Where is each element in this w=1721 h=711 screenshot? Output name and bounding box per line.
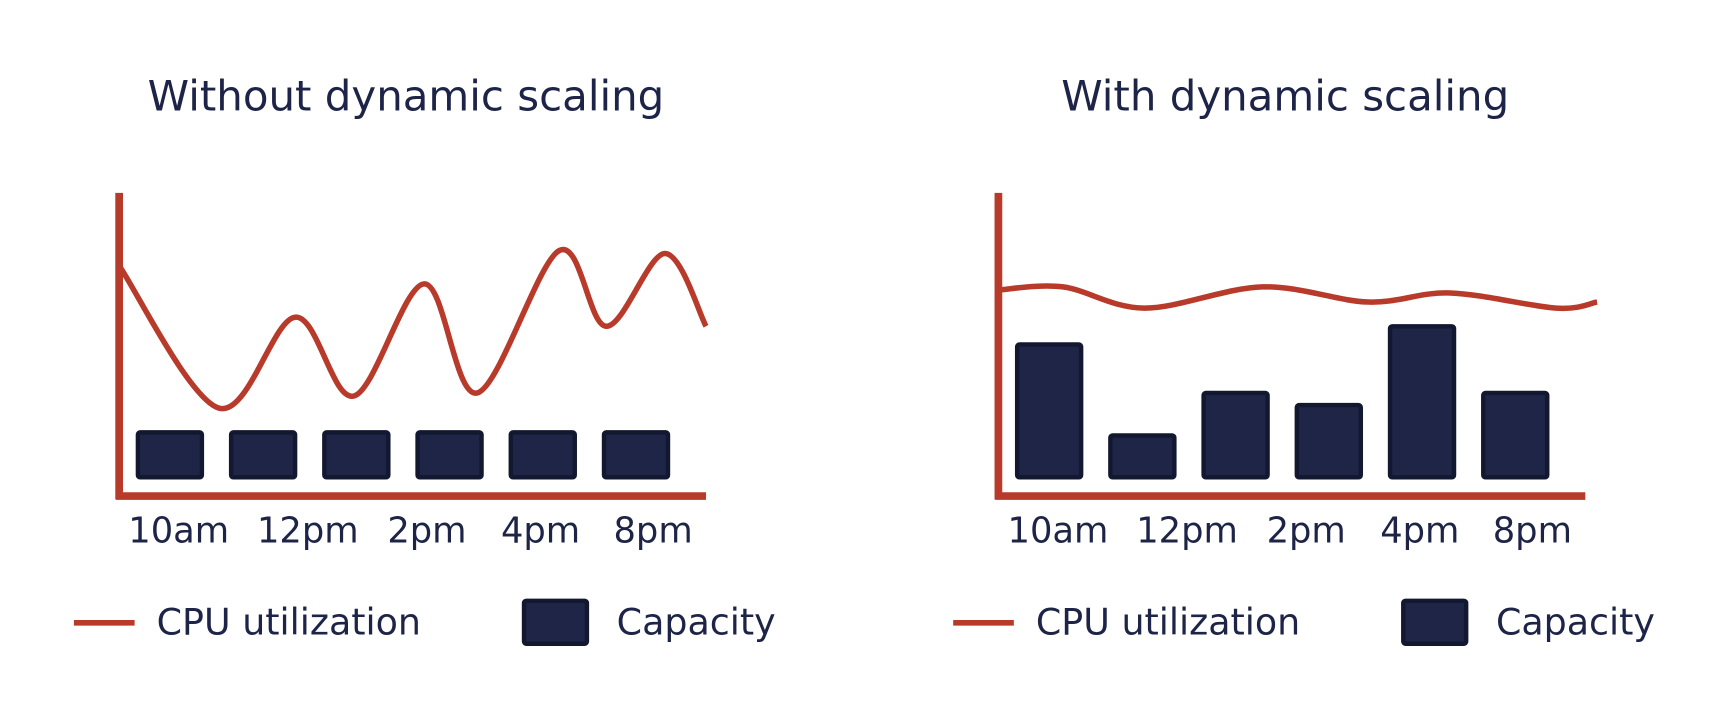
capacity-bar xyxy=(415,430,484,480)
legend-swatch xyxy=(1401,598,1469,646)
capacity-bar xyxy=(322,430,391,480)
x-tick-label: 10am xyxy=(128,510,229,551)
capacity-bar xyxy=(1387,324,1457,480)
capacity-bar xyxy=(135,430,205,480)
x-tick-label: 12pm xyxy=(257,510,359,551)
legend-label: Capacity xyxy=(1496,600,1655,643)
legend-swatch xyxy=(521,598,590,646)
x-tick-label: 10am xyxy=(1008,510,1109,551)
cpu-line xyxy=(998,283,1598,312)
x-tick-label: 8pm xyxy=(613,510,692,551)
legend-label: CPU utilization xyxy=(1036,600,1300,643)
cpu-line xyxy=(116,246,709,412)
x-tick-label: 12pm xyxy=(1136,510,1238,551)
x-tick-label: 2pm xyxy=(1267,510,1346,551)
capacity-bar xyxy=(508,430,577,480)
x-tick-label: 4pm xyxy=(501,510,580,551)
capacity-bar xyxy=(1108,433,1177,480)
capacity-bar xyxy=(1201,390,1270,480)
capacity-bar xyxy=(1481,390,1550,480)
legend-label: Capacity xyxy=(617,600,776,643)
capacity-bar xyxy=(1014,342,1084,480)
capacity-bar xyxy=(228,430,298,480)
chart-title: Without dynamic scaling xyxy=(148,72,665,121)
legend-label: CPU utilization xyxy=(157,600,421,643)
x-tick-label: 4pm xyxy=(1380,510,1459,551)
chart-title: With dynamic scaling xyxy=(1061,72,1509,121)
capacity-bar xyxy=(601,430,671,480)
x-tick-label: 8pm xyxy=(1493,510,1572,551)
x-tick-label: 2pm xyxy=(387,510,466,551)
capacity-bar xyxy=(1294,402,1364,480)
